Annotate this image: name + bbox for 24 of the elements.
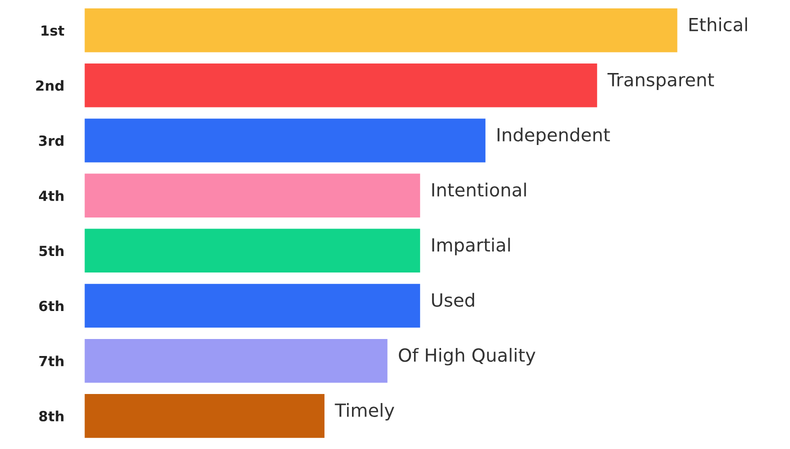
bar bbox=[84, 392, 326, 440]
bar bbox=[84, 172, 422, 219]
bar bbox=[84, 7, 679, 54]
y-tick-label: 8th bbox=[39, 410, 64, 422]
y-tick-label: 3rd bbox=[39, 135, 64, 146]
bar bbox=[84, 227, 422, 274]
y-tick-label: 4th bbox=[38, 190, 64, 201]
annotation: Timely bbox=[334, 403, 394, 421]
annotation: Ethical bbox=[689, 17, 747, 32]
annotation: Intentional bbox=[432, 182, 526, 197]
annotation: Transparent bbox=[607, 73, 714, 90]
annotation: Of High Quality bbox=[398, 348, 536, 366]
y-tick-label: 7th bbox=[39, 356, 64, 366]
bar bbox=[84, 62, 599, 109]
bar bbox=[84, 282, 422, 330]
annotation: Independent bbox=[498, 128, 610, 146]
annotation: Used bbox=[432, 292, 474, 307]
y-tick-label: 2nd bbox=[36, 80, 64, 91]
bar bbox=[84, 338, 389, 384]
bar bbox=[84, 117, 487, 164]
annotation: Impartial bbox=[432, 238, 510, 256]
y-tick-label: 5th bbox=[39, 245, 64, 256]
y-tick-label: 1st bbox=[42, 25, 64, 36]
y-tick-label: 6th bbox=[39, 300, 64, 312]
